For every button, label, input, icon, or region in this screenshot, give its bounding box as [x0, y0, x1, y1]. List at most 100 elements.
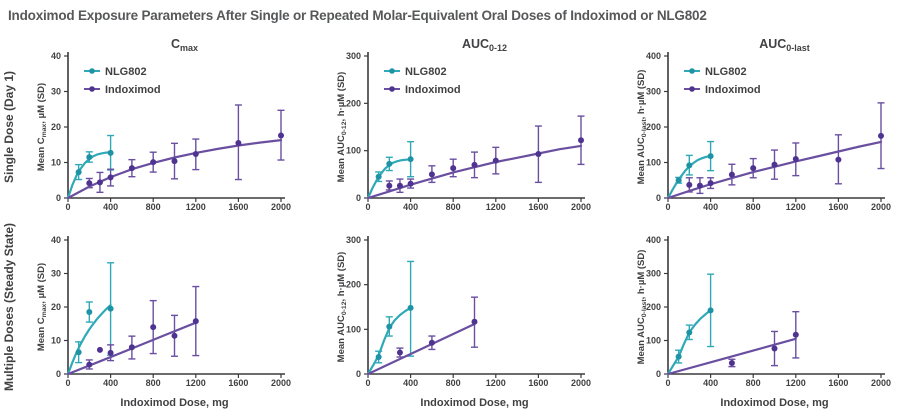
x-tick-label: 400: [103, 202, 118, 212]
row-label: Single Dose (Day 1): [2, 71, 16, 183]
y-tick-label: 0: [356, 369, 361, 379]
data-point: [278, 132, 284, 139]
data-point: [675, 177, 682, 184]
data-point: [375, 354, 382, 361]
panel-auc0last-multiple-dose: Mean AUC0-last, h·µM (SD) 0 100 200 300 400 0 4…: [600, 214, 900, 416]
data-point: [407, 156, 414, 163]
x-tick-label: 1600: [528, 378, 548, 388]
data-point: [707, 307, 714, 314]
x-tick-label: 1200: [786, 378, 806, 388]
y-tick-label: 300: [646, 269, 661, 279]
data-point: [86, 180, 93, 187]
legend: NLG802 Indoximod: [684, 66, 761, 96]
data-point: [707, 180, 714, 187]
y-tick-label: 20: [51, 122, 61, 132]
data-point: [492, 157, 499, 164]
y-tick-label: 10: [51, 336, 61, 346]
data-point: [86, 361, 93, 368]
page-title: Indoximod Exposure Parameters After Sing…: [8, 8, 707, 23]
x-tick-label: 1200: [786, 202, 806, 212]
y-tick-label: 40: [51, 51, 61, 61]
data-point: [86, 309, 93, 316]
data-point: [375, 173, 382, 180]
data-point: [471, 318, 478, 325]
data-point: [792, 331, 799, 338]
series-indoximod: [366, 296, 478, 376]
chart-cmax-single: Single Dose (Day 1) Mean Cmax, µM (SD) Cma…: [2, 37, 291, 212]
panel-auc0last-single-dose: Mean AUC0-last, h·µM (SD) AUC0-last 0 100 20…: [600, 32, 900, 214]
series-indoximod: [666, 102, 885, 200]
y-tick-label: 10: [51, 158, 61, 168]
y-tick-label: 200: [346, 98, 361, 108]
data-point: [428, 339, 435, 346]
y-tick-label: 0: [656, 369, 661, 379]
data-point: [471, 161, 478, 168]
row-label: Multiple Doses (Steady State): [2, 223, 16, 391]
legend-label: Indoximod: [405, 84, 461, 96]
x-tick-label: 2000: [271, 202, 291, 212]
y-tick-label: 0: [56, 369, 61, 379]
data-point: [150, 324, 157, 331]
x-tick-label: 1600: [228, 202, 248, 212]
y-axis-label: Mean AUC0-last, h·µM (SD): [636, 70, 648, 185]
x-tick-label: 2000: [871, 378, 891, 388]
y-tick-label: 0: [356, 193, 361, 203]
x-tick-label: 800: [446, 202, 461, 212]
legend: NLG802 Indoximod: [384, 66, 461, 96]
data-point: [96, 346, 103, 353]
y-tick-label: 40: [51, 235, 61, 245]
y-tick-label: 30: [51, 87, 61, 97]
data-point: [428, 171, 435, 178]
panel-auc012-single-dose: Mean AUC0-12, h·µM (SD) AUC0-12 0 100 200 300…: [300, 32, 600, 214]
trend-line: [366, 322, 476, 376]
data-point: [450, 165, 457, 172]
x-tick-label: 1200: [486, 378, 506, 388]
x-tick-label: 400: [703, 378, 718, 388]
chart-cmax-multiple: Multiple Doses (Steady State) Mean Cmax, …: [2, 223, 291, 409]
x-tick-label: 1200: [186, 378, 206, 388]
y-tick-label: 0: [56, 193, 61, 203]
panel-cmax-single-dose: Single Dose (Day 1) Mean Cmax, µM (SD) Cma…: [0, 32, 300, 214]
x-tick-label: 1600: [828, 378, 848, 388]
data-point: [171, 332, 178, 339]
x-tick-label: 1600: [228, 378, 248, 388]
trend-line: [66, 303, 112, 376]
y-tick-label: 300: [646, 87, 661, 97]
y-tick-label: 200: [346, 280, 361, 290]
data-point: [386, 182, 393, 189]
data-point: [75, 169, 82, 176]
panel-cmax-multiple-dose: Multiple Doses (Steady State) Mean Cmax, …: [0, 214, 300, 416]
axes: [667, 236, 885, 375]
chart-auc012-single: Mean AUC0-12, h·µM (SD) AUC0-12 0 100 200 300…: [336, 37, 591, 212]
series-indoximod: [666, 310, 800, 376]
data-point: [386, 160, 393, 167]
x-tick-label: 2000: [871, 202, 891, 212]
axes: [667, 52, 885, 199]
legend-marker: [689, 86, 695, 92]
series-nlg802: [366, 260, 415, 376]
chart-title: AUC0-12: [462, 37, 507, 53]
data-point: [396, 182, 403, 189]
legend-marker: [689, 68, 695, 74]
x-axis-label: Indoximod Dose, mg: [720, 397, 828, 409]
x-tick-label: 0: [65, 202, 70, 212]
legend-marker: [389, 86, 395, 92]
data-point: [235, 139, 242, 146]
data-point: [686, 329, 693, 336]
data-point: [792, 155, 799, 162]
x-tick-label: 800: [146, 202, 161, 212]
legend-label: NLG802: [105, 66, 147, 78]
x-tick-label: 800: [146, 378, 161, 388]
x-tick-label: 2000: [271, 378, 291, 388]
y-tick-label: 100: [346, 146, 361, 156]
y-tick-label: 100: [346, 324, 361, 334]
panel-auc012-multiple-dose: Mean AUC0-12, h·µM (SD) 0 100 200 300 0 400 800…: [300, 214, 600, 416]
data-point: [171, 158, 178, 165]
x-tick-label: 0: [365, 202, 370, 212]
axes: [67, 52, 285, 199]
data-point: [192, 318, 199, 325]
data-point: [96, 179, 103, 186]
x-tick-label: 400: [403, 202, 418, 212]
x-tick-label: 400: [403, 378, 418, 388]
data-point: [396, 349, 403, 356]
